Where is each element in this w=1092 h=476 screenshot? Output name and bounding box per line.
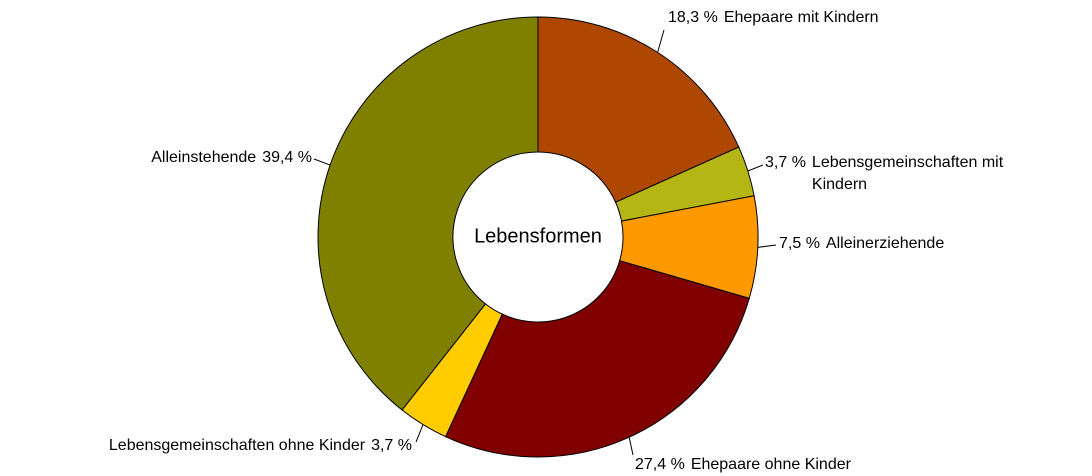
slice-label: Alleinstehende 39,4 %	[151, 147, 312, 169]
leader-line	[747, 164, 764, 172]
slice-label: 18,3 % Ehepaare mit Kindern	[668, 7, 879, 29]
value-label: 39,4 %	[262, 149, 312, 166]
category-label: Ehepaare mit Kindern	[723, 9, 879, 26]
chart-title: Lebensformen	[474, 225, 602, 247]
value-label: 3,7 %	[371, 437, 412, 454]
donut-slice	[317, 16, 539, 411]
leader-line	[757, 244, 777, 248]
slice-label: 27,4 % Ehepaare ohne Kinder	[635, 454, 851, 476]
category-label: Lebensgemeinschaften ohne Kinder	[108, 437, 366, 454]
category-label: Lebensgemeinschaften mit Kindern	[811, 154, 1004, 193]
leader-line	[415, 424, 424, 443]
value-label: 7,5 %	[779, 235, 820, 252]
slice-label: Lebensgemeinschaften ohne Kinder 3,7 %	[109, 435, 412, 457]
value-label: 27,4 %	[635, 456, 685, 473]
category-label: Alleinerziehende	[825, 235, 945, 252]
value-label: 18,3 %	[668, 9, 718, 26]
category-label: Ehepaare ohne Kinder	[690, 456, 851, 473]
leader-line	[657, 29, 665, 53]
donut-slice	[444, 260, 750, 458]
donut-slice	[537, 16, 740, 203]
category-label: Alleinstehende	[151, 149, 257, 166]
value-label: 3,7 %	[765, 154, 806, 171]
leader-line	[628, 437, 634, 456]
leader-line	[313, 158, 331, 166]
slice-label: 3,7 % Lebensgemeinschaften mit Kindern	[765, 152, 1047, 196]
slice-label: 7,5 % Alleinerziehende	[779, 233, 944, 255]
